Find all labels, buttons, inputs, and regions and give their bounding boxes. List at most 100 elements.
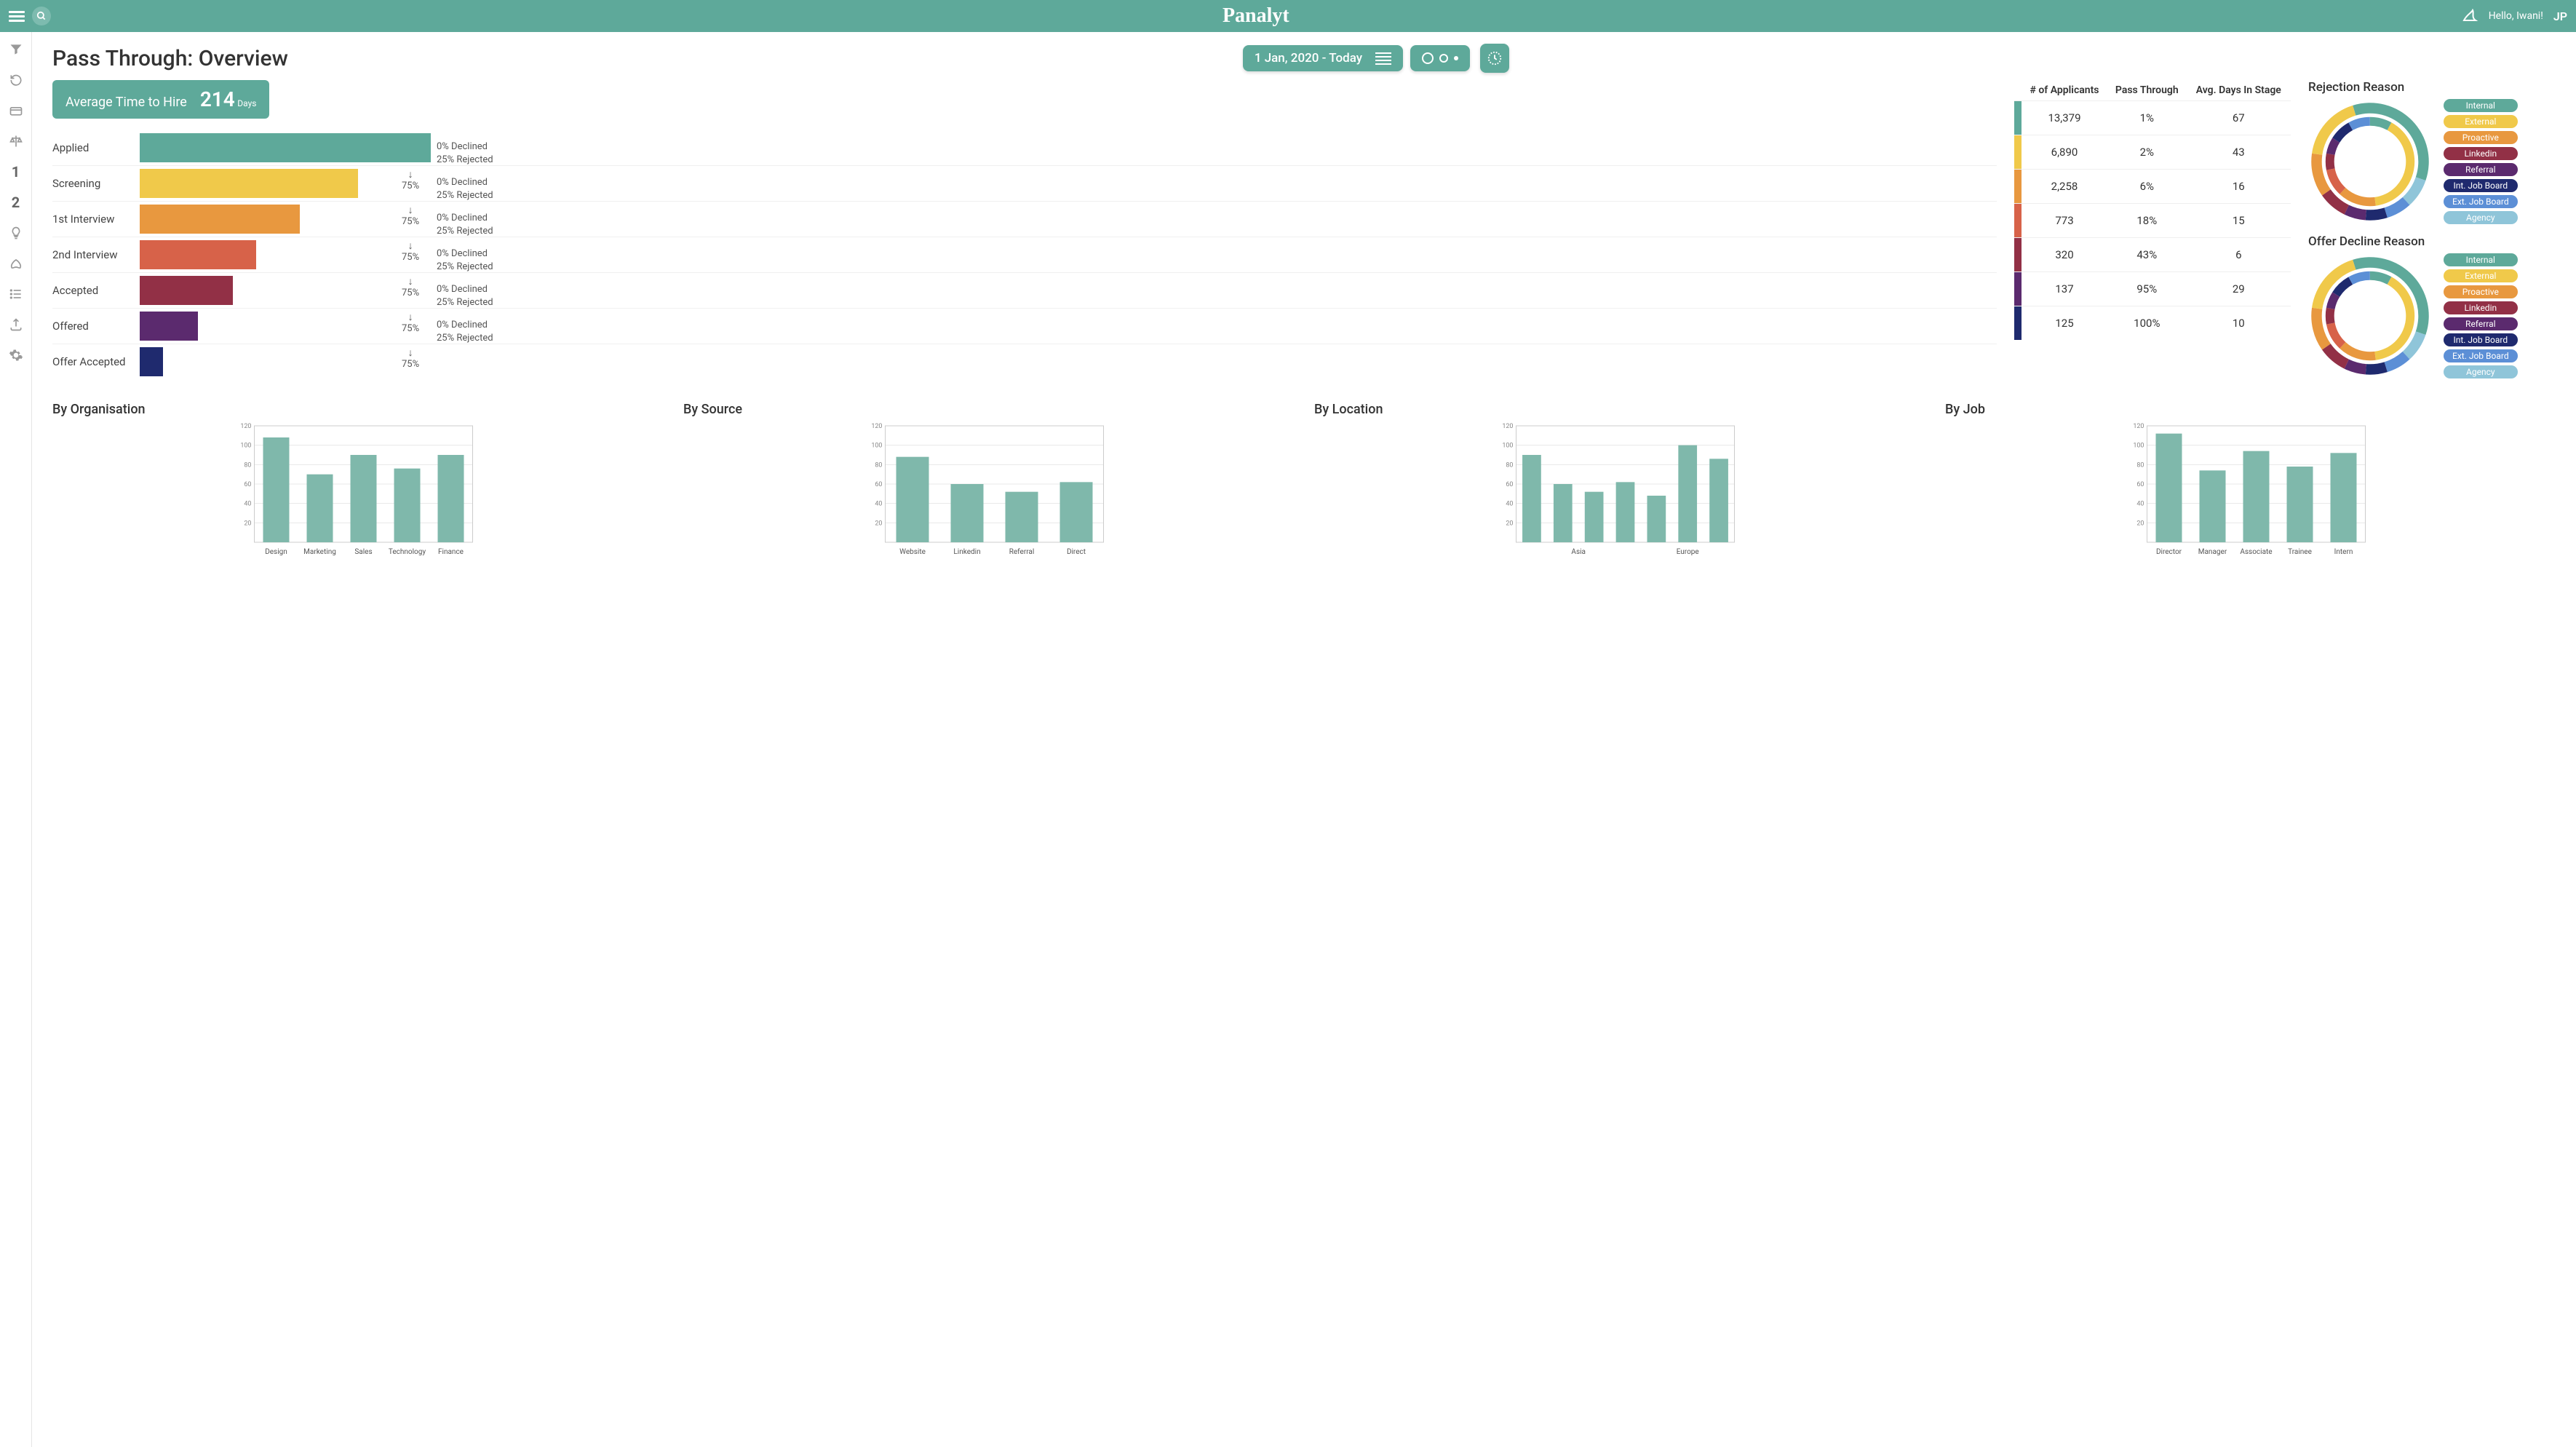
legend-item[interactable]: Internal bbox=[2444, 99, 2518, 112]
legend-item[interactable]: Agency bbox=[2444, 365, 2518, 378]
table-row: 13,3791%67 bbox=[2014, 101, 2291, 135]
svg-text:20: 20 bbox=[1506, 520, 1513, 527]
menu-icon[interactable] bbox=[9, 9, 25, 24]
gear-icon[interactable] bbox=[7, 346, 25, 364]
legend-item[interactable]: Referral bbox=[2444, 317, 2518, 330]
funnel-decline-text: 0% Declined25% Rejected bbox=[437, 176, 493, 202]
table-cell: 773 bbox=[2022, 204, 2107, 238]
legend-item[interactable]: Int. Job Board bbox=[2444, 333, 2518, 346]
rejection-title: Rejection Reason bbox=[2308, 80, 2556, 95]
bulb-icon[interactable] bbox=[7, 224, 25, 242]
svg-text:100: 100 bbox=[2133, 443, 2144, 450]
nav-1[interactable]: 1 bbox=[7, 163, 25, 181]
svg-text:40: 40 bbox=[875, 501, 882, 508]
list-icon[interactable] bbox=[7, 285, 25, 303]
svg-text:Intern: Intern bbox=[2334, 548, 2353, 556]
svg-text:120: 120 bbox=[871, 423, 882, 430]
svg-text:Design: Design bbox=[265, 548, 287, 556]
legend-item[interactable]: Linkedin bbox=[2444, 301, 2518, 314]
refresh-icon[interactable] bbox=[7, 71, 25, 89]
table-cell: 16 bbox=[2187, 170, 2291, 204]
stage-color-strip bbox=[2014, 238, 2022, 272]
legend-item[interactable]: Referral bbox=[2444, 163, 2518, 176]
funnel-decline-text: 0% Declined25% Rejected bbox=[437, 212, 493, 238]
table-row: 6,8902%43 bbox=[2014, 135, 2291, 170]
svg-text:100: 100 bbox=[1502, 443, 1513, 450]
svg-text:Technology: Technology bbox=[389, 548, 426, 556]
funnel-row: 1st Interview↓75%0% Declined25% Rejected bbox=[52, 202, 1997, 237]
legend-item[interactable]: Ext. Job Board bbox=[2444, 195, 2518, 208]
svg-text:60: 60 bbox=[1506, 481, 1513, 488]
funnel-row: Applied↓75%0% Declined25% Rejected bbox=[52, 130, 1997, 166]
rejection-legend: Internal External Proactive Linkedin Referra… bbox=[2444, 99, 2518, 224]
legend-item[interactable]: Linkedin bbox=[2444, 147, 2518, 160]
table-cell: 13,379 bbox=[2022, 101, 2107, 135]
legend-item[interactable]: Internal bbox=[2444, 253, 2518, 266]
swan-icon bbox=[2461, 7, 2478, 25]
table-cell: 29 bbox=[2187, 272, 2291, 306]
table-cell: 2% bbox=[2107, 135, 2187, 170]
legend-item[interactable]: Proactive bbox=[2444, 131, 2518, 144]
svg-text:120: 120 bbox=[240, 423, 251, 430]
greeting-text: Hello, Iwani! bbox=[2489, 10, 2543, 22]
nav-2[interactable]: 2 bbox=[7, 194, 25, 211]
funnel-stage-label: Accepted bbox=[52, 284, 140, 297]
filter-icon[interactable] bbox=[7, 41, 25, 58]
legend-item[interactable]: External bbox=[2444, 269, 2518, 282]
funnel-decline-text: 0% Declined25% Rejected bbox=[437, 283, 493, 309]
svg-text:60: 60 bbox=[244, 481, 251, 488]
upload-icon[interactable] bbox=[7, 316, 25, 333]
table-row: 32043%6 bbox=[2014, 238, 2291, 272]
balance-icon[interactable] bbox=[7, 132, 25, 150]
svg-text:Asia: Asia bbox=[1571, 548, 1586, 556]
history-button[interactable] bbox=[1480, 44, 1509, 73]
svg-text:100: 100 bbox=[871, 443, 882, 450]
detail-level-selector[interactable] bbox=[1410, 45, 1470, 71]
brand-logo: Panalyt bbox=[51, 4, 2461, 28]
funnel-decline-text: 0% Declined25% Rejected bbox=[437, 319, 493, 345]
date-range-selector[interactable]: 1 Jan, 2020 - Today bbox=[1243, 45, 1403, 71]
svg-text:Director: Director bbox=[2156, 548, 2182, 556]
funnel-decline-text: 0% Declined25% Rejected bbox=[437, 140, 493, 167]
legend-item[interactable]: Int. Job Board bbox=[2444, 179, 2518, 192]
svg-text:Trainee: Trainee bbox=[2288, 548, 2312, 556]
mini-chart: By Location20406080100120AsiaEurope bbox=[1314, 402, 1925, 564]
funnel-row: Offer Accepted bbox=[52, 344, 1997, 379]
funnel-row: Accepted↓75%0% Declined25% Rejected bbox=[52, 273, 1997, 309]
svg-text:80: 80 bbox=[1506, 461, 1513, 469]
history-icon bbox=[1487, 50, 1503, 66]
legend-item[interactable]: Proactive bbox=[2444, 285, 2518, 298]
table-header: Avg. Days In Stage bbox=[2187, 80, 2291, 101]
svg-text:Referral: Referral bbox=[1009, 547, 1035, 556]
legend-item[interactable]: Ext. Job Board bbox=[2444, 349, 2518, 362]
table-cell: 320 bbox=[2022, 238, 2107, 272]
table-row: 13795%29 bbox=[2014, 272, 2291, 306]
search-button[interactable] bbox=[32, 7, 51, 25]
funnel-stage-label: Screening bbox=[52, 177, 140, 190]
svg-text:80: 80 bbox=[2136, 461, 2144, 469]
table-cell: 67 bbox=[2187, 101, 2291, 135]
search-icon bbox=[36, 11, 47, 21]
left-rail: 1 2 bbox=[0, 32, 32, 1447]
funnel-row: Screening↓75%0% Declined25% Rejected bbox=[52, 166, 1997, 202]
donut-section: Rejection Reason Internal External Proacti… bbox=[2308, 80, 2556, 389]
table-cell: 137 bbox=[2022, 272, 2107, 306]
table-row: 2,2586%16 bbox=[2014, 170, 2291, 204]
date-menu-icon bbox=[1375, 52, 1391, 65]
funnel-bar bbox=[140, 312, 198, 341]
table-cell: 15 bbox=[2187, 204, 2291, 238]
user-initials[interactable]: JP bbox=[2553, 9, 2567, 23]
legend-item[interactable]: External bbox=[2444, 115, 2518, 128]
table-header: # of Applicants bbox=[2022, 80, 2107, 101]
table-cell: 43% bbox=[2107, 238, 2187, 272]
svg-text:40: 40 bbox=[244, 501, 251, 508]
mini-chart: By Job20406080100120DirectorManagerAssoc… bbox=[1945, 402, 2556, 564]
table-cell: 95% bbox=[2107, 272, 2187, 306]
card-icon[interactable] bbox=[7, 102, 25, 119]
rocket-icon[interactable] bbox=[7, 255, 25, 272]
stage-color-strip bbox=[2014, 135, 2022, 170]
table-row: 125100%10 bbox=[2014, 306, 2291, 341]
table-cell: 2,258 bbox=[2022, 170, 2107, 204]
legend-item[interactable]: Agency bbox=[2444, 211, 2518, 224]
svg-text:40: 40 bbox=[2136, 501, 2144, 508]
